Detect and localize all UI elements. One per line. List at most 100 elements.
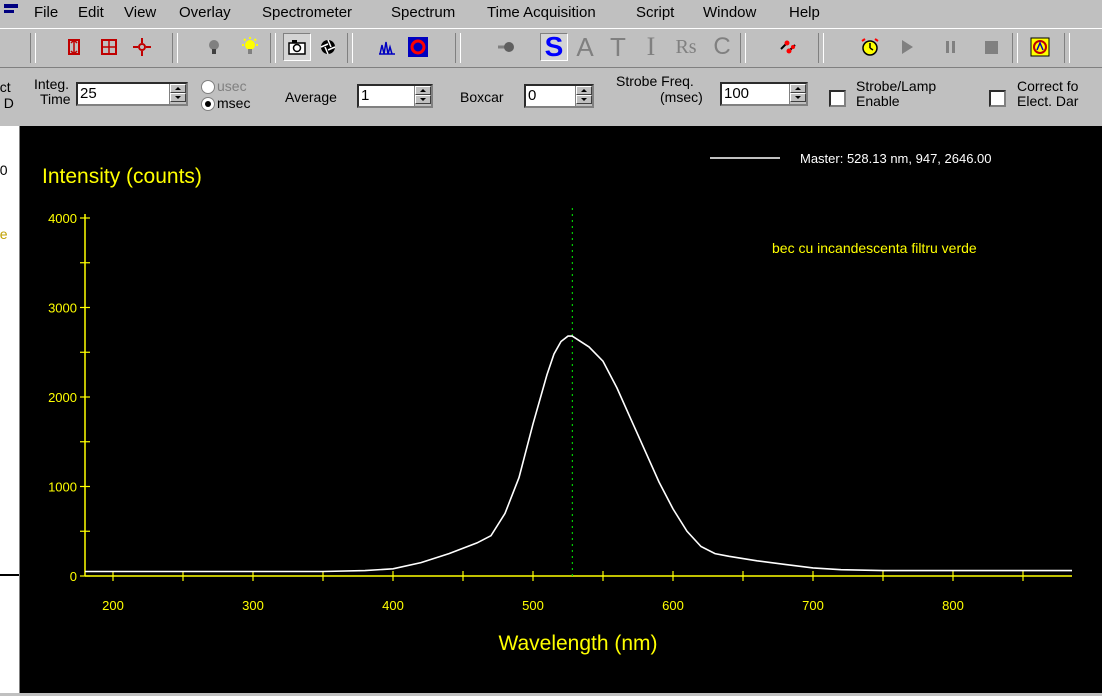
msec-label: msec	[217, 95, 251, 111]
x-tick-label: 200	[102, 598, 124, 613]
strobe-lamp-label-1: Strobe/Lamp	[856, 78, 937, 94]
scope-mode-label: S	[544, 31, 564, 62]
aperture-icon[interactable]	[314, 33, 342, 61]
scope-mode-icon[interactable]: S	[540, 33, 568, 61]
spectrum-annotation: bec cu incandescenta filtru verde	[772, 240, 977, 256]
strobe-lamp-label-2: Enable	[856, 93, 900, 109]
menu-script[interactable]: Script	[636, 4, 675, 21]
transmission-icon[interactable]: T	[604, 33, 632, 61]
play-icon[interactable]	[893, 33, 921, 61]
toolbar-separator	[270, 33, 276, 63]
y-axis-label: Intensity (counts)	[42, 165, 202, 188]
connect-icon[interactable]	[774, 33, 802, 61]
acquisition-params-bar: Integ. Time usec msec Average Boxcar Str…	[0, 68, 1102, 124]
x-tick-label: 300	[242, 598, 264, 613]
background-window-text-2: be	[0, 226, 8, 242]
menu-window[interactable]: Window	[703, 4, 757, 21]
spectrum-graph-window[interactable]: 200 300 400 500 600 700 800 0 1000 2000 3000 4000 I…	[20, 126, 1102, 693]
chart-ticks: 200 300 400 500 600 700 800 0 1000 2000 3000 4000	[48, 211, 1024, 613]
reflectance-mode-label: Rs	[675, 36, 697, 58]
y-tick-label: 2000	[48, 390, 77, 405]
cropped-param-label-1: ect	[0, 80, 34, 94]
integ-time-spin-buttons[interactable]	[169, 84, 186, 104]
usec-radio[interactable]	[201, 80, 215, 94]
toolbar-separator	[818, 33, 824, 63]
menu-file[interactable]: File	[34, 4, 59, 21]
menu-edit[interactable]: Edit	[78, 4, 104, 21]
spectrum-chart[interactable]: 200 300 400 500 600 700 800 0 1000 2000 3000 4000 I…	[20, 126, 1102, 693]
absorbance-mode-label: A	[576, 32, 594, 62]
y-tick-label: 4000	[48, 211, 77, 226]
lamp-off-icon[interactable]	[200, 33, 228, 61]
strobe-freq-label-2: (msec)	[660, 89, 703, 105]
toolbar-separator	[30, 33, 36, 63]
average-spinbox	[357, 84, 433, 108]
correct-elect-dark-checkbox[interactable]	[989, 90, 1006, 107]
scale-vertical-icon[interactable]	[60, 33, 88, 61]
toolbar-separator	[172, 33, 178, 63]
average-spin-buttons[interactable]	[414, 86, 431, 106]
boxcar-spinbox	[524, 84, 594, 108]
y-tick-label: 0	[70, 569, 77, 584]
boxcar-input[interactable]	[526, 86, 574, 105]
irradiance-mode-label: I	[646, 32, 656, 61]
about-icon[interactable]	[1026, 33, 1054, 61]
pause-icon[interactable]	[937, 33, 965, 61]
x-tick-label: 400	[382, 598, 404, 613]
toolbar-separator	[455, 33, 461, 63]
menu-spectrum[interactable]: Spectrum	[391, 4, 456, 21]
cropped-param-text-1: ect	[0, 80, 11, 94]
color-icon[interactable]: C	[708, 33, 736, 61]
transmission-mode-label: T	[610, 32, 626, 62]
msec-radio[interactable]	[201, 97, 215, 111]
reference-icon[interactable]	[404, 33, 432, 61]
dark-spectrum-icon[interactable]	[492, 33, 520, 61]
cropped-param-text-2: . D	[0, 96, 14, 110]
integ-time-input[interactable]	[78, 84, 168, 103]
background-graph-window[interactable]: 00 be	[0, 126, 20, 693]
reflectance-icon[interactable]: Rs	[672, 33, 700, 61]
x-tick-label: 700	[802, 598, 824, 613]
cropped-param-label-2: . D	[0, 96, 34, 110]
toolbar-separator	[347, 33, 353, 63]
toolbar-separator	[740, 33, 746, 63]
color-mode-label: C	[713, 33, 731, 60]
absorbance-icon[interactable]: A	[571, 33, 599, 61]
x-tick-label: 800	[942, 598, 964, 613]
integ-time-label-1: Integ.	[34, 76, 70, 92]
average-label: Average	[285, 89, 337, 105]
peaks-icon[interactable]	[373, 33, 401, 61]
menu-help[interactable]: Help	[789, 4, 820, 21]
integ-time-label-2: Time	[40, 91, 71, 107]
cursor-center-icon[interactable]	[128, 33, 156, 61]
strobe-freq-label-1: Strobe Freq.	[616, 73, 694, 89]
strobe-lamp-enable-checkbox[interactable]	[829, 90, 846, 107]
irradiance-icon[interactable]: I	[637, 33, 665, 61]
chart-axes	[84, 214, 1072, 577]
usec-label: usec	[217, 78, 247, 94]
strobe-freq-spin-buttons[interactable]	[789, 84, 806, 104]
menu-view[interactable]: View	[124, 4, 157, 21]
menu-spectrometer[interactable]: Spectrometer	[262, 4, 353, 21]
menu-time-acquisition[interactable]: Time Acquisition	[487, 4, 596, 21]
integ-time-spinbox	[76, 82, 188, 106]
strobe-freq-spinbox	[720, 82, 808, 106]
strobe-freq-input[interactable]	[722, 84, 788, 103]
app-icon[interactable]	[0, 0, 22, 22]
average-input[interactable]	[359, 86, 413, 105]
toolbar-separator	[1064, 33, 1070, 63]
scale-both-icon[interactable]	[95, 33, 123, 61]
boxcar-spin-buttons[interactable]	[575, 86, 592, 106]
x-tick-label: 500	[522, 598, 544, 613]
boxcar-label: Boxcar	[460, 89, 504, 105]
y-tick-label: 1000	[48, 480, 77, 495]
timer-icon[interactable]	[856, 33, 884, 61]
x-axis-label: Wavelength (nm)	[498, 632, 657, 655]
menu-bar: File Edit View Overlay Spectrometer Spec…	[0, 0, 1102, 26]
lamp-on-icon[interactable]	[236, 33, 264, 61]
menu-overlay[interactable]: Overlay	[179, 4, 231, 21]
spectrum-trace-master	[85, 335, 1072, 573]
snapshot-icon[interactable]	[283, 33, 311, 61]
correct-elect-dark-label-2: Elect. Dar	[1017, 93, 1079, 109]
stop-icon[interactable]	[977, 33, 1005, 61]
